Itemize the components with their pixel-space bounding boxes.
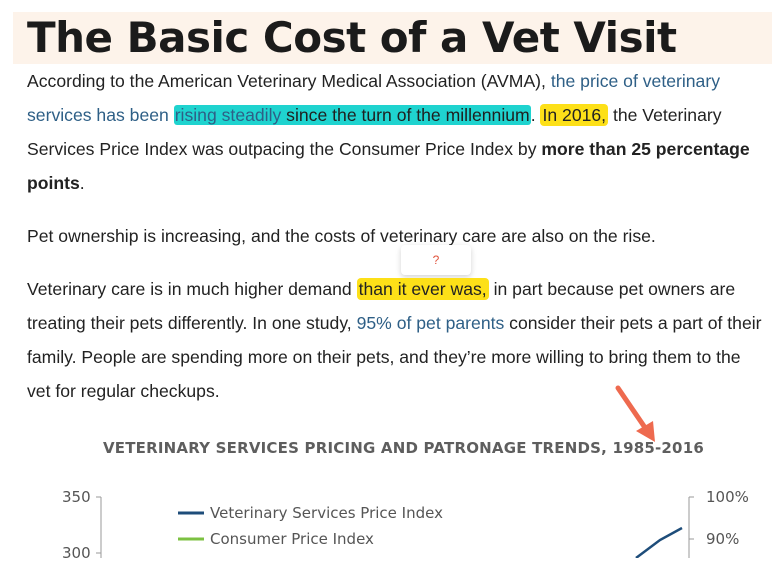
series-vspi-line bbox=[635, 526, 683, 558]
pet-parents-link[interactable]: 95% of pet parents bbox=[356, 313, 505, 333]
title-highlight-band bbox=[13, 12, 772, 64]
annotation-popup[interactable]: ? bbox=[401, 245, 471, 275]
page-title: The Basic Cost of a Vet Visit bbox=[27, 13, 677, 62]
legend-label-vspi: Veterinary Services Price Index bbox=[210, 504, 443, 522]
left-tick-300: 300 bbox=[62, 544, 91, 562]
right-tick-100: 100% bbox=[706, 488, 749, 506]
legend-label-cpi: Consumer Price Index bbox=[210, 530, 374, 548]
paragraph-avma: According to the American Veterinary Med… bbox=[27, 71, 750, 193]
highlight-in-2016[interactable]: In 2016, bbox=[540, 104, 609, 126]
highlight-rising-steadily[interactable]: rising steadily since the turn of the mi… bbox=[173, 105, 531, 125]
p1-text-1: According to the American Veterinary Med… bbox=[27, 71, 551, 91]
highlight-than-it-ever-was[interactable]: than it ever was, bbox=[356, 278, 489, 300]
right-tick-90: 90% bbox=[706, 530, 740, 548]
paragraph-pet-ownership: Pet ownership is increasing, and the cos… bbox=[27, 226, 656, 246]
price-link[interactable]: the price of veterinary services has bee… bbox=[27, 71, 720, 125]
bold-25-points: more than 25 percentage points bbox=[27, 139, 750, 193]
question-icon[interactable]: ? bbox=[432, 253, 440, 267]
chart-title: VETERINARY SERVICES PRICING AND PATRONAG… bbox=[103, 439, 704, 457]
left-tick-350: 350 bbox=[62, 488, 91, 506]
paragraph-demand: Veterinary care is in much higher demand… bbox=[27, 278, 762, 401]
